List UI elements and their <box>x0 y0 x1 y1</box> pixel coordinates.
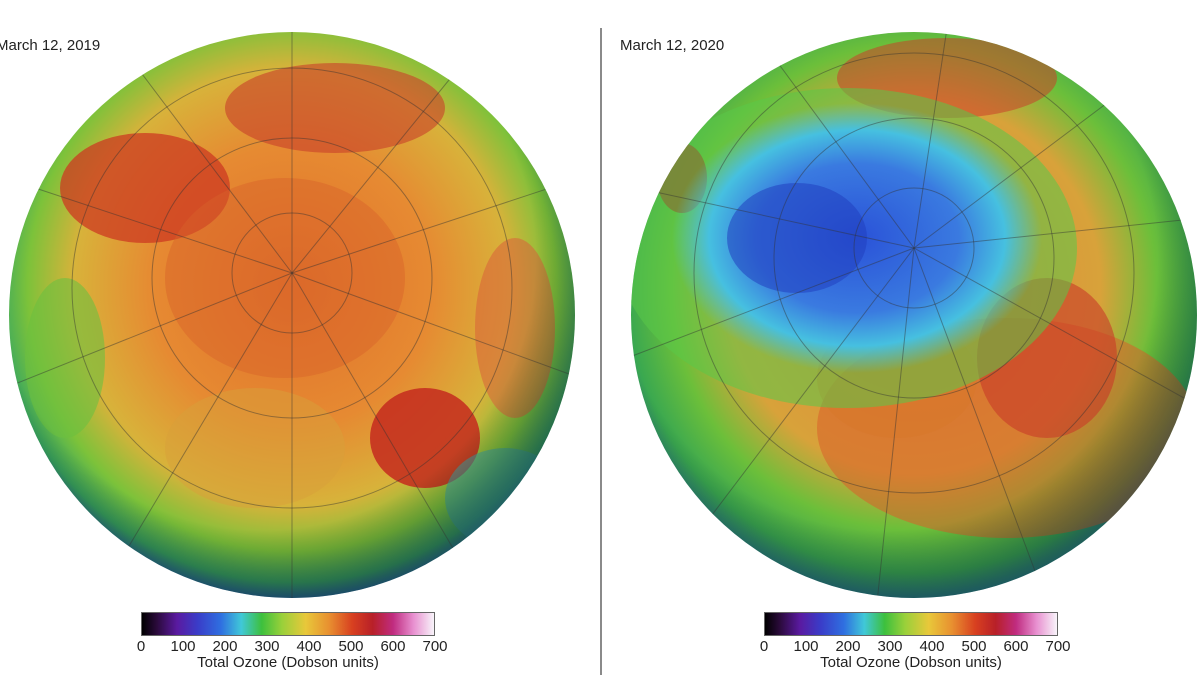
panel-2020: March 12, 2020 <box>602 0 1200 675</box>
tick-label: 100 <box>170 638 196 655</box>
tick-label: 400 <box>919 638 945 655</box>
tick-label: 300 <box>254 638 280 655</box>
colorbar-ticks: 0 100 200 300 400 500 600 700 <box>760 636 1071 655</box>
tick-label: 500 <box>338 638 364 655</box>
date-label-2020: March 12, 2020 <box>620 37 725 54</box>
colorbar-2020: 0 100 200 300 400 500 600 700 Total Ozon… <box>760 612 1071 671</box>
ozone-globe-2019 <box>5 28 580 603</box>
tick-label: 600 <box>1003 638 1029 655</box>
tick-label: 400 <box>296 638 322 655</box>
panel-2019: March 12, 2019 <box>0 28 580 671</box>
tick-label: 0 <box>759 638 769 655</box>
ozone-globe-2020 <box>627 28 1200 603</box>
colorbar-ticks: 0 100 200 300 400 500 600 700 <box>137 636 448 655</box>
tick-label: 300 <box>877 638 903 655</box>
tick-label: 200 <box>835 638 861 655</box>
tick-label: 500 <box>961 638 987 655</box>
tick-label: 100 <box>793 638 819 655</box>
colorbar-gradient <box>764 612 1058 636</box>
tick-label: 600 <box>380 638 406 655</box>
colorbar-title: Total Ozone (Dobson units) <box>820 654 1002 671</box>
colorbar-2019: 0 100 200 300 400 500 600 700 Total Ozon… <box>137 612 448 671</box>
tick-label: 700 <box>1045 638 1071 655</box>
date-label-2019: March 12, 2019 <box>0 37 101 54</box>
tick-label: 700 <box>422 638 448 655</box>
tick-label: 0 <box>136 638 146 655</box>
colorbar-title: Total Ozone (Dobson units) <box>197 654 379 671</box>
panel-divider <box>600 28 602 675</box>
tick-label: 200 <box>212 638 238 655</box>
colorbar-gradient <box>141 612 435 636</box>
